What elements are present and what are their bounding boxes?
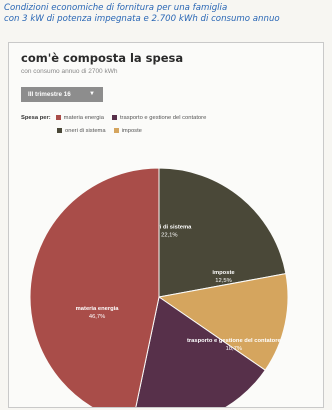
slice-value-label: 22,1% [161, 233, 177, 239]
caption-line-2: con 3 kW di potenza impegnata e 2.700 kW… [4, 14, 280, 24]
period-select[interactable]: III trimestre 16 ▼ [21, 87, 103, 102]
chart-title: com'è composta la spesa [21, 51, 184, 65]
legend-label: Spesa per: [21, 114, 51, 121]
caption-line-1: Condizioni economiche di fornitura per u… [4, 3, 228, 13]
chart-panel: com'è composta la spesa con consumo annu… [8, 42, 324, 408]
legend-swatch [111, 115, 117, 120]
legend-item-materia-energia[interactable]: materia energia [55, 114, 104, 121]
legend-row-1: Spesa per: materia energia trasporto e g… [21, 111, 311, 124]
chevron-down-icon: ▼ [89, 91, 95, 97]
pie-slice-imposte[interactable] [157, 273, 289, 371]
slice-label: trasporto e gestione del contatore [187, 338, 282, 344]
figure-caption: Condizioni economiche di fornitura per u… [4, 3, 330, 25]
slice-value-label: 12,5% [215, 278, 231, 284]
period-select-value: III trimestre 16 [28, 91, 71, 98]
pie-slice-trasporto[interactable] [132, 296, 266, 407]
legend-text: trasporto e gestione del contatore [119, 114, 207, 121]
legend-swatch [113, 128, 119, 133]
legend-item-trasporto[interactable]: trasporto e gestione del contatore [111, 114, 207, 121]
legend-text: materia energia [63, 114, 104, 121]
slice-value-label: 18,7% [226, 346, 242, 352]
slice-label: imposte [212, 270, 235, 276]
legend-item-imposte[interactable]: imposte [113, 127, 142, 134]
legend-swatch [57, 128, 62, 133]
pie-slice-materia[interactable] [29, 167, 160, 407]
pie-chart: oneri di sistema 22,1% imposte 12,5% traspor… [29, 167, 289, 407]
legend-swatch [55, 115, 61, 120]
slice-value-label: 46,7% [89, 314, 105, 320]
pie-slice-oneri[interactable] [158, 167, 287, 298]
legend-row-2: oneri di sistema imposte [21, 124, 311, 137]
chart-subtitle: con consumo annuo di 2700 kWh [21, 68, 118, 75]
legend-item-oneri[interactable]: oneri di sistema [57, 128, 106, 134]
slice-label: oneri di sistema [147, 225, 192, 231]
legend-text: imposte [121, 127, 142, 134]
chart-legend: Spesa per: materia energia trasporto e g… [21, 111, 311, 137]
slice-label: materia energia [76, 306, 120, 312]
legend-text: oneri di sistema [65, 127, 106, 134]
